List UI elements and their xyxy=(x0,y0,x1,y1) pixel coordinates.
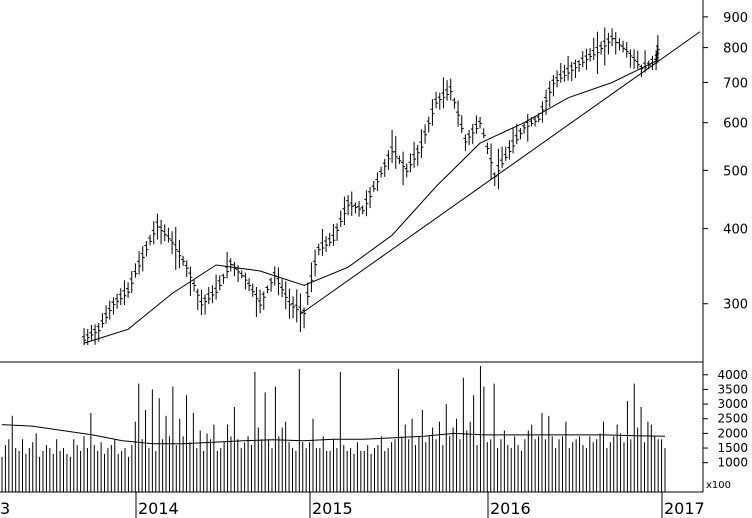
x-tick-label: 2016 xyxy=(490,499,531,518)
price-tick-label: 900 xyxy=(723,11,748,26)
price-tick-label: 500 xyxy=(723,164,748,179)
x-tick-label: 2015 xyxy=(312,499,353,518)
price-tick-label: 800 xyxy=(723,42,748,57)
x-tick-label: 2014 xyxy=(138,499,179,518)
price-bars xyxy=(82,27,660,346)
volume-multiplier-label: x100 xyxy=(706,480,731,491)
trendline xyxy=(299,31,701,315)
chart-frame xyxy=(0,0,704,493)
volume-moving-average xyxy=(1,424,666,445)
volume-tick-label: 3500 xyxy=(717,382,748,396)
volume-tick-label: 3000 xyxy=(717,397,748,411)
price-moving-average xyxy=(83,60,657,344)
volume-tick-label: 4000 xyxy=(717,368,748,382)
x-tick-label: 2017 xyxy=(664,499,705,518)
price-tick-label: 600 xyxy=(723,117,748,132)
volume-tick-label: 2000 xyxy=(717,426,748,440)
price-axis: 300 400 500 600 700 800 900 xyxy=(703,11,748,313)
price-tick-label: 300 xyxy=(723,298,748,313)
x-axis: 3 2014 2015 2016 2017 xyxy=(0,492,705,518)
price-panel xyxy=(82,27,701,346)
volume-tick-label: 2500 xyxy=(717,412,748,426)
volume-bars xyxy=(1,366,666,492)
volume-panel xyxy=(1,366,666,492)
volume-tick-label: 1000 xyxy=(717,456,748,470)
price-tick-label: 700 xyxy=(723,76,748,91)
x-tick-label: 3 xyxy=(0,499,10,518)
volume-tick-label: 1500 xyxy=(717,441,748,455)
price-tick-label: 400 xyxy=(723,223,748,238)
